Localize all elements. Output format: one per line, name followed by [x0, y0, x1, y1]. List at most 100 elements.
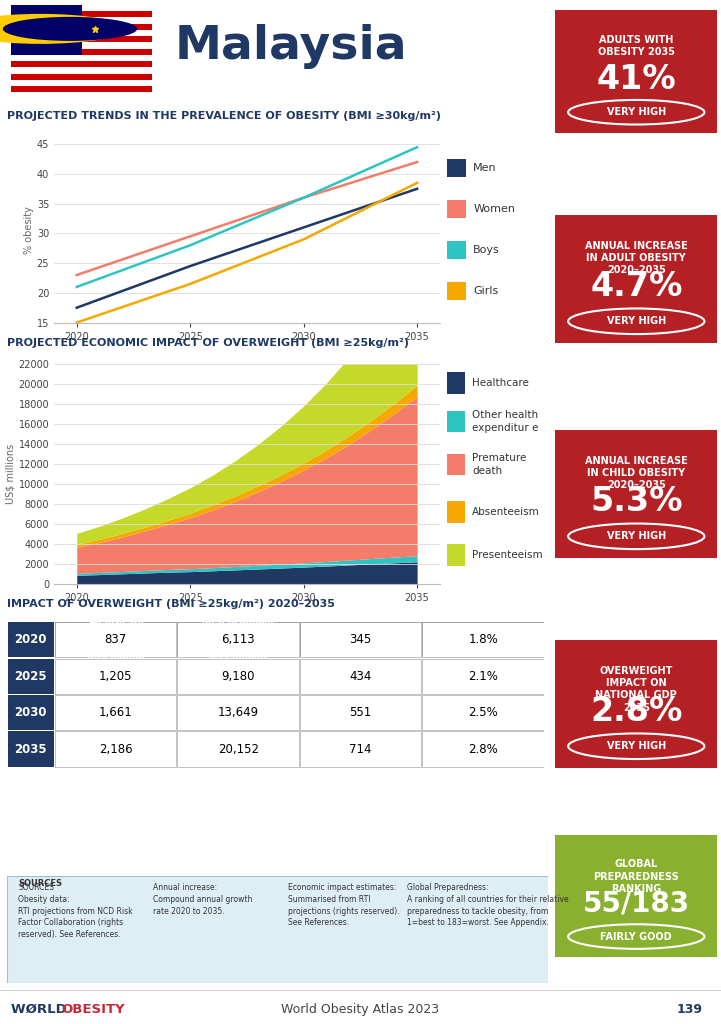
- Text: OVERWEIGHT
IMPACT ON
NATIONAL GDP
2035: OVERWEIGHT IMPACT ON NATIONAL GDP 2035: [596, 666, 677, 713]
- Text: WØRLD: WØRLD: [11, 1002, 71, 1016]
- Bar: [11, 68, 152, 74]
- Bar: [11, 24, 152, 30]
- Text: Economic impact estimates:
Summarised from RTI
projections (rights reserved).
Se: Economic impact estimates: Summarised fr…: [288, 883, 400, 928]
- Text: Annual increase:
Compound annual growth
rate 2020 to 2035.: Annual increase: Compound annual growth …: [154, 883, 252, 915]
- Text: 837: 837: [105, 633, 127, 646]
- Text: SOURCES: SOURCES: [18, 879, 62, 888]
- Bar: [177, 731, 299, 767]
- Ellipse shape: [568, 925, 704, 949]
- Bar: [8, 623, 54, 657]
- Text: 2.8%: 2.8%: [468, 742, 498, 756]
- Ellipse shape: [568, 733, 704, 759]
- Text: 2.5%: 2.5%: [468, 707, 498, 719]
- Bar: [300, 623, 421, 657]
- Text: Men: Men: [473, 163, 497, 173]
- Bar: [11, 30, 152, 36]
- Bar: [447, 501, 465, 522]
- Text: 20,152: 20,152: [218, 742, 259, 756]
- Bar: [300, 695, 421, 730]
- Bar: [11, 80, 152, 86]
- Text: Global Preparedness:
A ranking of all countries for their relative
preparedness : Global Preparedness: A ranking of all co…: [407, 883, 569, 928]
- Text: Estimated GDP
US$ billion: Estimated GDP US$ billion: [323, 630, 399, 650]
- Text: ADULTS WITH
OBESITY 2035: ADULTS WITH OBESITY 2035: [598, 35, 675, 57]
- Text: 2030: 2030: [14, 707, 47, 719]
- Text: Absenteeism: Absenteeism: [472, 507, 539, 517]
- Text: 139: 139: [677, 1002, 703, 1016]
- Bar: [177, 623, 299, 657]
- Bar: [11, 55, 152, 61]
- Bar: [11, 17, 152, 24]
- Text: VERY HIGH: VERY HIGH: [606, 316, 666, 327]
- Circle shape: [0, 14, 125, 44]
- Text: VERY HIGH: VERY HIGH: [606, 741, 666, 752]
- Text: Healthcare: Healthcare: [472, 378, 528, 388]
- Text: SOURCES
Obesity data:
RTI projections from NCD Risk
Factor Collaboration (rights: SOURCES Obesity data: RTI projections fr…: [18, 883, 133, 939]
- Ellipse shape: [568, 523, 704, 549]
- Text: ANNUAL INCREASE
IN CHILD OBESITY
2020–2035: ANNUAL INCREASE IN CHILD OBESITY 2020–20…: [585, 456, 688, 490]
- Ellipse shape: [568, 308, 704, 334]
- Text: 2020: 2020: [14, 633, 47, 646]
- Bar: [300, 731, 421, 767]
- Text: Premature
death: Premature death: [472, 454, 526, 476]
- Text: PROJECTED TRENDS IN THE PREVALENCE OF OBESITY (BMI ≥30kg/m²): PROJECTED TRENDS IN THE PREVALENCE OF OB…: [7, 112, 441, 121]
- Bar: [55, 658, 177, 694]
- Bar: [447, 200, 466, 218]
- Text: 6,113: 6,113: [221, 633, 255, 646]
- Bar: [423, 623, 544, 657]
- Y-axis label: % obesity: % obesity: [24, 207, 34, 254]
- Bar: [423, 658, 544, 694]
- Bar: [177, 658, 299, 694]
- Text: 1.8%: 1.8%: [468, 633, 498, 646]
- Text: 714: 714: [350, 742, 372, 756]
- Bar: [8, 731, 54, 767]
- Bar: [177, 623, 299, 657]
- Text: GLOBAL
PREPAREDNESS
RANKING: GLOBAL PREPAREDNESS RANKING: [593, 859, 679, 894]
- Bar: [8, 658, 54, 694]
- Bar: [423, 731, 544, 767]
- Text: IMPACT OF OVERWEIGHT (BMI ≥25kg/m²) 2020–2035: IMPACT OF OVERWEIGHT (BMI ≥25kg/m²) 2020…: [7, 599, 335, 609]
- Bar: [447, 282, 466, 300]
- Bar: [11, 11, 152, 17]
- Bar: [8, 695, 54, 730]
- Bar: [11, 86, 152, 92]
- Text: World Obesity Atlas 2023: World Obesity Atlas 2023: [281, 1002, 440, 1016]
- Text: 13,649: 13,649: [218, 707, 259, 719]
- Text: 4.7%: 4.7%: [590, 270, 683, 303]
- Text: 2035: 2035: [14, 742, 47, 756]
- Bar: [11, 5, 81, 55]
- Bar: [447, 159, 466, 177]
- Bar: [11, 74, 152, 80]
- Text: 5.3%: 5.3%: [590, 485, 683, 518]
- Text: Malaysia: Malaysia: [174, 25, 407, 70]
- Bar: [55, 623, 177, 657]
- Text: Other health
expenditur e: Other health expenditur e: [472, 411, 539, 433]
- Text: Boys: Boys: [473, 245, 500, 255]
- Bar: [11, 36, 152, 42]
- Bar: [11, 48, 152, 55]
- Bar: [11, 5, 152, 11]
- Text: 2,186: 2,186: [99, 742, 133, 756]
- Bar: [447, 454, 465, 475]
- Text: 2025: 2025: [14, 670, 47, 683]
- Ellipse shape: [568, 100, 704, 125]
- Text: ANNUAL INCREASE
IN ADULT OBESITY
2020–2035: ANNUAL INCREASE IN ADULT OBESITY 2020–20…: [585, 241, 688, 275]
- Text: 9,180: 9,180: [221, 670, 255, 683]
- Text: 434: 434: [350, 670, 372, 683]
- Y-axis label: US$ millions: US$ millions: [6, 443, 16, 504]
- Text: Healthcare
impact of BMI
≥25kg/m²,
US$ million: Healthcare impact of BMI ≥25kg/m², US$ m…: [81, 618, 151, 660]
- Text: VERY HIGH: VERY HIGH: [606, 108, 666, 117]
- Text: 345: 345: [350, 633, 372, 646]
- Text: 551: 551: [350, 707, 372, 719]
- Text: Impact of BMI
≥25kg/m² on
GDP: Impact of BMI ≥25kg/m² on GDP: [448, 625, 518, 655]
- Text: Girls: Girls: [473, 286, 498, 296]
- Bar: [447, 411, 465, 432]
- Bar: [447, 372, 465, 393]
- Circle shape: [3, 16, 137, 41]
- Bar: [55, 695, 177, 730]
- Text: 1,661: 1,661: [99, 707, 133, 719]
- Bar: [11, 42, 152, 48]
- Bar: [8, 623, 54, 657]
- Bar: [423, 695, 544, 730]
- Bar: [55, 731, 177, 767]
- Bar: [55, 623, 177, 657]
